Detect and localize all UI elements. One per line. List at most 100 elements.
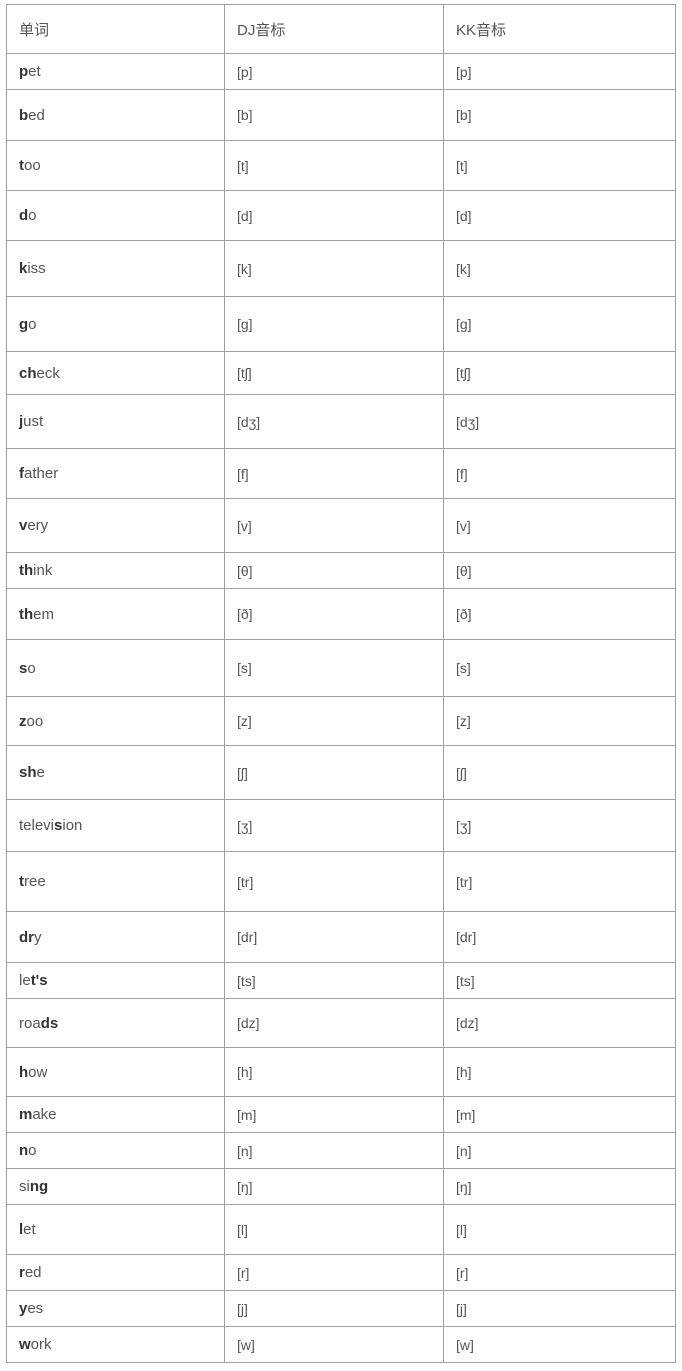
dj-phonetic: [w] — [224, 1326, 444, 1363]
word-post: ow — [28, 1063, 48, 1081]
word-cell: father — [6, 448, 225, 499]
word-highlight: s — [19, 659, 28, 677]
kk-phonetic: [tʃ] — [443, 351, 676, 395]
word-post: o — [28, 207, 37, 224]
word-highlight: d — [19, 207, 29, 224]
word-cell: red — [6, 1254, 225, 1291]
word-highlight: b — [19, 106, 29, 124]
word-highlight: k — [19, 260, 28, 277]
word-post: et — [28, 63, 41, 80]
dj-phonetic: [dz] — [224, 998, 444, 1048]
table-row: kiss [k] [k] — [6, 240, 676, 297]
word-highlight: ch — [19, 364, 37, 382]
header-word: 单词 — [6, 4, 225, 54]
word-cell: do — [6, 190, 225, 241]
word-highlight: r — [19, 1264, 25, 1281]
word-highlight: n — [19, 1142, 29, 1159]
dj-phonetic: [dr] — [224, 911, 444, 963]
word-cell: very — [6, 498, 225, 553]
word-highlight: th — [19, 562, 34, 579]
word-cell: work — [6, 1326, 225, 1363]
kk-phonetic: [dz] — [443, 998, 676, 1048]
word-highlight: m — [19, 1106, 33, 1123]
kk-phonetic: [dʒ] — [443, 394, 676, 449]
word-post: ust — [23, 413, 44, 430]
table-row: very [v] [v] — [6, 498, 676, 553]
word-highlight: ng — [29, 1178, 49, 1195]
dj-phonetic: [l] — [224, 1204, 444, 1255]
word-pre: roa — [19, 1014, 41, 1032]
word-cell: kiss — [6, 240, 225, 297]
table-row: do [d] [d] — [6, 190, 676, 241]
word-post: oo — [26, 712, 44, 730]
word-post: et — [23, 1221, 36, 1238]
dj-phonetic: [ʃ] — [224, 745, 444, 800]
table-header-row: 单词 DJ音标 KK音标 — [6, 4, 676, 54]
kk-phonetic: [r] — [443, 1254, 676, 1291]
dj-phonetic: [s] — [224, 639, 444, 697]
phonetic-table: 单词 DJ音标 KK音标 pet [p] [p] bed [b] [b] too [t] [t]… — [6, 4, 676, 1363]
word-cell: make — [6, 1096, 225, 1133]
dj-phonetic: [k] — [224, 240, 444, 297]
word-post: ink — [33, 562, 53, 579]
dj-phonetic: [f] — [224, 448, 444, 499]
word-highlight: g — [19, 315, 29, 333]
word-cell: dry — [6, 911, 225, 963]
word-highlight: dr — [19, 928, 34, 946]
dj-phonetic: [r] — [224, 1254, 444, 1291]
table-row: father [f] [f] — [6, 448, 676, 499]
word-highlight: w — [19, 1336, 31, 1353]
word-cell: go — [6, 296, 225, 352]
table-row: sing [ŋ] [ŋ] — [6, 1168, 676, 1205]
word-post: ork — [30, 1336, 52, 1353]
word-cell: she — [6, 745, 225, 800]
table-row: she [ʃ] [ʃ] — [6, 745, 676, 800]
table-row: pet [p] [p] — [6, 53, 676, 90]
word-highlight: j — [19, 413, 24, 430]
dj-phonetic: [θ] — [224, 552, 444, 589]
table-row: so [s] [s] — [6, 639, 676, 697]
dj-phonetic: [p] — [224, 53, 444, 90]
word-cell: pet — [6, 53, 225, 90]
table-row: yes [j] [j] — [6, 1290, 676, 1327]
word-post: y — [34, 928, 42, 946]
table-row: make [m] [m] — [6, 1096, 676, 1133]
word-post: o — [28, 1142, 37, 1159]
table-row: let's [ts] [ts] — [6, 962, 676, 999]
kk-phonetic: [ŋ] — [443, 1168, 676, 1205]
word-post: ather — [24, 465, 59, 482]
word-post: em — [33, 605, 55, 623]
word-cell: television — [6, 799, 225, 852]
word-cell: no — [6, 1132, 225, 1169]
word-post: e — [36, 764, 45, 781]
dj-phonetic: [d] — [224, 190, 444, 241]
kk-phonetic: [h] — [443, 1047, 676, 1097]
kk-phonetic: [s] — [443, 639, 676, 697]
kk-phonetic: [tr] — [443, 851, 676, 912]
word-post: ree — [24, 873, 46, 890]
kk-phonetic: [j] — [443, 1290, 676, 1327]
kk-phonetic: [ts] — [443, 962, 676, 999]
table-row: how [h] [h] — [6, 1047, 676, 1097]
table-row: them [ð] [ð] — [6, 588, 676, 640]
table-row: just [dʒ] [dʒ] — [6, 394, 676, 449]
word-cell: them — [6, 588, 225, 640]
kk-phonetic: [z] — [443, 696, 676, 746]
word-highlight: s — [54, 817, 63, 834]
word-highlight: t — [19, 873, 24, 890]
dj-phonetic: [m] — [224, 1096, 444, 1133]
word-highlight: sh — [19, 764, 37, 781]
dj-phonetic: [ts] — [224, 962, 444, 999]
word-cell: zoo — [6, 696, 225, 746]
word-cell: yes — [6, 1290, 225, 1327]
table-row: tree [tr] [tr] — [6, 851, 676, 912]
header-dj: DJ音标 — [224, 4, 444, 54]
table-row: television [ʒ] [ʒ] — [6, 799, 676, 852]
table-row: dry [dr] [dr] — [6, 911, 676, 963]
word-pre: si — [19, 1178, 30, 1195]
kk-phonetic: [ʃ] — [443, 745, 676, 800]
kk-phonetic: [k] — [443, 240, 676, 297]
table-row: too [t] [t] — [6, 140, 676, 191]
table-row: think [θ] [θ] — [6, 552, 676, 589]
word-highlight: h — [19, 1063, 29, 1081]
